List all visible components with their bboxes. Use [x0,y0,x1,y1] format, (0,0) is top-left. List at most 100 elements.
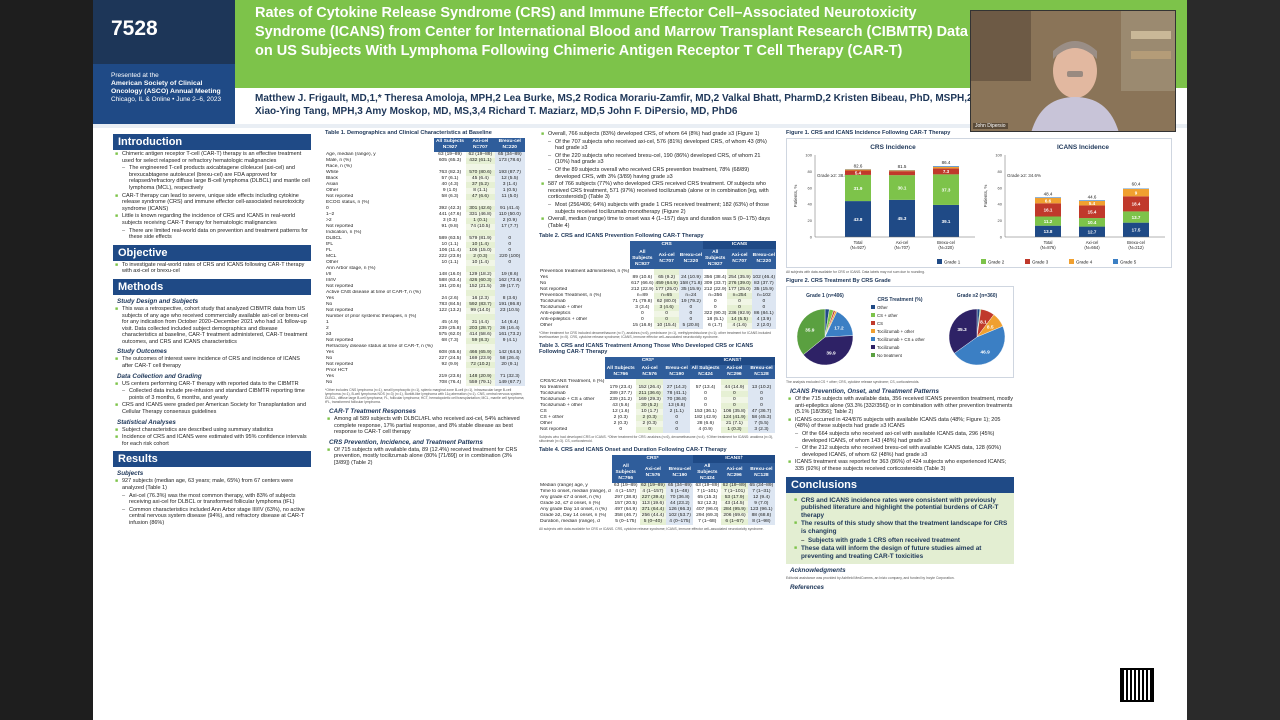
x-tick-label: Brexu-cel [1127,240,1145,245]
table-cell: 426 (60.3) [466,278,495,284]
row-label: Prevention Treatment, n (%) [540,293,602,299]
table-cell: 8 (1.1) [466,188,495,194]
results-subbullet: Common characteristics included Ann Arbo… [113,507,311,527]
table-cell: 6 (1.7) [708,323,723,329]
table-cell: 6 (1–67) [721,519,748,526]
total-label: 81.5 [898,164,907,169]
table-row: Asian 40 (4.3) 37 (5.2) 3 (1.4) [325,182,525,188]
table1-title: Table 1. Demographics and Clinical Chara… [325,130,492,136]
table-cell: 570 (80.6) [466,170,495,176]
row-label: No [326,380,333,385]
table-cell: n=102 [751,293,776,300]
table-cell: 3 (2.3) [747,427,775,434]
y-tick-label: 40 [998,202,1003,207]
icans-subbullet: Of the 212 subjects who received brexu-c… [786,445,1014,458]
table-cell: 4 (1.6) [727,323,752,330]
table-cell: 43 (14.5) [721,501,748,508]
y-tick-label: 40 [808,202,813,207]
results-subbullet: Axi-cel (76.3%) was the most common ther… [113,493,311,506]
table-cell [466,230,495,236]
table-column-header: Brexu-cel N=128 [747,463,775,484]
data-label: 10.4 [1088,220,1097,225]
crs-bullet: 587 of 766 subjects (77%) who developed … [539,181,775,201]
row-label: Time to onset, median (range), d [540,489,611,495]
table-cell: 589 (63.5) [438,236,462,241]
table-cell: 13 (10.2) [747,385,775,392]
table-cell: 441 (47.6) [438,212,462,217]
crs-subbullet: Of the 707 subjects who received axi-cel… [539,139,775,152]
table-cell: 7 (1–101) [696,489,718,495]
table4-footnote: All subjects with data available for CRS… [539,527,764,532]
webcam-feed: John Dipersio [970,10,1176,132]
table-group-header: CRS [630,241,704,250]
table-cell: 70 (36.8) [666,495,694,502]
conclusions-box: CRS and ICANS incidence rates were consi… [786,492,1014,565]
legend-swatch [871,305,875,309]
table-row: Grade ≥2, Day 14 onset, n (%) 358 (46.7) 2… [539,513,775,520]
table-cell: 617 (66.6) [631,281,654,287]
table-row: Tocilizumab 71 (79.8) 62 (80.0) 19 (79.2) 0 0… [539,299,776,306]
table-cell: 0 [747,397,775,404]
table-cell: 356 (38.4) [704,275,727,281]
y-tick-label: 100 [805,153,812,158]
table-cell: 1 (0.1) [466,218,495,224]
intro-bullet: Little is known regarding the incidence … [113,213,311,226]
table1-footnote: *Other includes CNS lymphoma (n=1), smal… [325,388,525,404]
table-cell: 392 (42.3) [438,206,462,211]
acknowledgments-heading: Acknowledgments [790,567,846,575]
table-cell: 7 (1–101) [721,489,748,496]
table-cell: 0 [704,397,707,403]
table-row: Not reported 58 (6.3) 47 (6.6) 11 (5.0) [325,194,525,200]
table-cell: 0 [727,305,752,312]
table-cell: 152 (21.5) [466,284,495,290]
table-cell: 62 (19–89) [721,483,748,490]
bar-segment [845,169,871,171]
table-cell: 65 (34–89) [494,152,525,158]
table-row: Tocilizumab + CS ± other 239 (31.2) 169 (2… [539,397,775,404]
table-cell: 5 (0–175) [615,519,637,525]
icans-subbullet: Of the 664 subjects who received axi-cel… [786,431,1014,444]
table-cell: 10 (1.4) [466,242,495,248]
row-label: CS [540,409,547,415]
table-cell: 3 (0.3) [442,218,458,223]
table-cell: 36 (16.4) [494,326,525,332]
table-cell: 179 (23.4) [609,385,632,391]
table-cell: 37 (5.2) [466,182,495,188]
table-cell [466,314,495,320]
intro-bullet: Chimeric antigen receptor T-cell (CAR-T)… [113,151,311,164]
table-row: Duration, median (range), d 5 (0–175) 5 (0… [539,519,775,526]
table-cell: 203 (28.7) [466,326,495,332]
table-cell [636,379,664,386]
row-label: Not reported [326,224,354,229]
legend-swatch [871,313,875,317]
row-label: MCL [326,254,337,259]
table-cell: 220 (100) [494,254,525,260]
table-cell [720,379,748,386]
legend-swatch [871,321,875,325]
table-cell: 193 (87.7) [494,170,525,176]
section-heading-introduction: Introduction [113,134,311,150]
pie-label: 39.9 [826,350,836,356]
table-cell: 1 (0.3) [720,427,748,434]
table-cell: 158 (71.8) [678,281,704,288]
row-label: CS + other [540,415,564,421]
table2-title: Table 2. CRS and ICANS Prevention Follow… [539,233,704,240]
table-cell: 2 (0.3) [636,415,664,422]
row-label: CRS/ICANS Treatment, n (%) [540,379,605,385]
pie-label: 17.2 [834,325,844,331]
table-cell: 20 (9.1) [494,362,525,368]
table-column-header: Axi-cel N=576 [636,365,664,380]
table-cell: 30 (5.2) [636,403,664,410]
table-column-header: Axi-cel N=296 [721,463,748,484]
table2: CRS ICANS All Subjects N=927 Axi-cel N=707 B… [539,241,776,330]
table-cell: 708 (76.4) [438,380,462,385]
legend-swatch [871,329,875,333]
table-cell: 39 (17.7) [494,284,525,290]
table-cell: 2 (2.0) [751,323,776,330]
qr-code-icon[interactable] [1120,668,1154,702]
table-column-header [539,365,605,379]
table-column-header: Brexu-cel N=220 [678,249,704,270]
table-column-header: Brexu-cel N=220 [494,138,525,152]
table-cell: 3 (1.4) [494,182,525,188]
table-cell: 0 [663,415,691,422]
